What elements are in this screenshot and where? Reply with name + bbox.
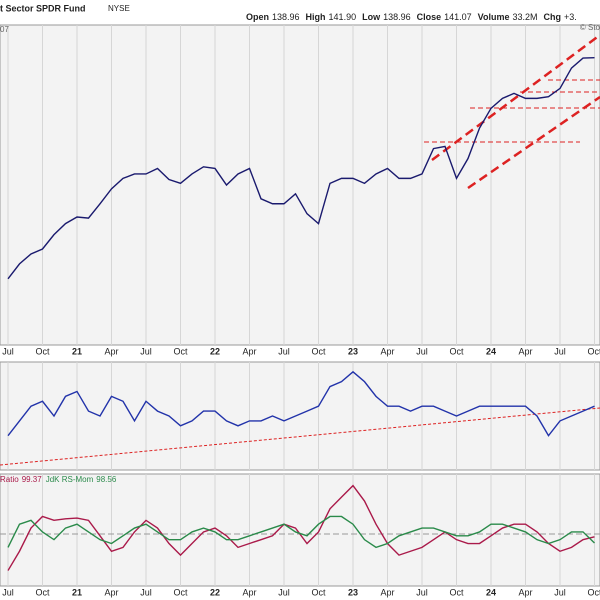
series-line	[7, 515, 595, 549]
x-tick-label: Oct	[449, 346, 464, 356]
legend: Ratio 99.37 JdK RS-Mom 98.56	[0, 475, 117, 484]
x-tick-label: Jul	[2, 346, 14, 356]
x-tick-label: Oct	[173, 587, 188, 597]
quote-label: Open	[246, 12, 269, 22]
quote: Open 138.96 High 141.90 Low 138.96 Close 141.07…	[246, 12, 577, 22]
series-line	[7, 370, 595, 437]
x-tick-label: 23	[348, 587, 358, 597]
quote-value: 141.90	[329, 12, 357, 22]
channel-top	[431, 33, 600, 162]
x-tick-label: Jul	[140, 587, 152, 597]
series-line	[7, 57, 595, 280]
exchange: NYSE	[108, 4, 130, 13]
quote-value: 138.96	[383, 12, 411, 22]
x-tick-label: 21	[72, 346, 82, 356]
quote-label: Volume	[478, 12, 510, 22]
legend-value: 99.37	[22, 475, 43, 484]
x-tick-label: Oct	[449, 587, 464, 597]
x-tick-label: Oct	[587, 587, 600, 597]
quote-value: 138.96	[272, 12, 300, 22]
x-tick-label: Jul	[554, 587, 566, 597]
x-tick-label: Apr	[242, 346, 256, 356]
x-tick-label: Oct	[35, 346, 50, 356]
trend-line	[0, 407, 600, 466]
x-tick-label: Jul	[140, 346, 152, 356]
watermark: © Sto	[580, 23, 600, 32]
x-tick-label: Apr	[380, 587, 394, 597]
x-tick-label: Oct	[587, 346, 600, 356]
x-tick-label: Apr	[104, 587, 118, 597]
series-line	[7, 484, 595, 571]
channel-bottom	[467, 95, 600, 190]
legend-name: JdK RS-Mom	[46, 475, 94, 484]
quote-value: +3.	[564, 12, 577, 22]
x-tick-label: Oct	[173, 346, 188, 356]
quote-label: Chg	[544, 12, 562, 22]
x-tick-label: Oct	[311, 346, 326, 356]
x-tick-label: 22	[210, 346, 220, 356]
x-tick-label: Jul	[2, 587, 14, 597]
quote-label: High	[306, 12, 326, 22]
x-tick-label: Jul	[278, 587, 290, 597]
x-tick-label: Oct	[311, 587, 326, 597]
ratio-panel	[0, 361, 600, 471]
x-tick-label: Jul	[416, 587, 428, 597]
x-tick-label: Apr	[242, 587, 256, 597]
legend-name: Ratio	[0, 475, 19, 484]
x-tick-label: 24	[486, 346, 496, 356]
price-panel	[0, 24, 600, 346]
quote-value: 33.2M	[513, 12, 538, 22]
x-tick-label: Apr	[518, 587, 532, 597]
quote-value: 141.07	[444, 12, 472, 22]
x-tick-label: 24	[486, 587, 496, 597]
corner-label: 07	[0, 25, 9, 34]
x-tick-label: 21	[72, 587, 82, 597]
x-tick-label: Jul	[554, 346, 566, 356]
quote-label: Close	[417, 12, 442, 22]
x-tick-label: 23	[348, 346, 358, 356]
title: t Sector SPDR Fund	[0, 3, 86, 13]
x-tick-label: 22	[210, 587, 220, 597]
x-tick-label: Apr	[380, 346, 394, 356]
x-tick-label: Apr	[104, 346, 118, 356]
x-tick-label: Apr	[518, 346, 532, 356]
rrg-panel	[0, 473, 600, 587]
x-tick-label: Jul	[416, 346, 428, 356]
x-tick-label: Jul	[278, 346, 290, 356]
legend-value: 98.56	[96, 475, 117, 484]
quote-label: Low	[362, 12, 381, 22]
x-tick-label: Oct	[35, 587, 50, 597]
